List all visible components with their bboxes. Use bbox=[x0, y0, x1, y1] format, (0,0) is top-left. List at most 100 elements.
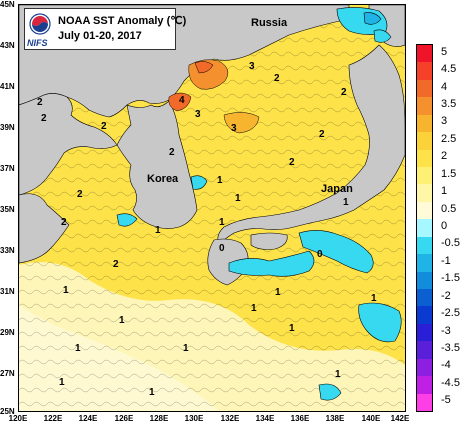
colorbar-cell bbox=[417, 341, 432, 360]
contour-label: 2 bbox=[341, 87, 347, 98]
contour-label: 4 bbox=[179, 95, 185, 106]
cold-anomaly-patch bbox=[363, 12, 382, 25]
colorbar-cell bbox=[417, 184, 432, 203]
cold-anomaly-patch bbox=[190, 175, 208, 190]
lat-tick: 27N bbox=[0, 369, 15, 378]
lon-tick: 136E bbox=[290, 414, 310, 423]
contour-label: 2 bbox=[77, 189, 83, 200]
lat-tick: 33N bbox=[0, 246, 15, 255]
lon-tick: 128E bbox=[149, 414, 169, 423]
lat-tick: 29N bbox=[0, 328, 15, 337]
colorbar-label: -1.5 bbox=[441, 272, 460, 285]
land-japan-honshu bbox=[217, 44, 405, 246]
colorbar-label: 1.5 bbox=[441, 167, 457, 180]
nifs-logo-icon bbox=[29, 13, 51, 35]
contour-label: 2 bbox=[319, 129, 325, 140]
contour-labels: 3 2 4 3 2 3 2 2 2 1 1 1 2 1 1 1 1 1 0 2 … bbox=[37, 61, 377, 398]
contour-label: 1 bbox=[289, 323, 295, 334]
colorbar-label: -0.5 bbox=[441, 237, 460, 250]
lat-tick: 25N bbox=[0, 407, 15, 416]
cold-anomaly-patch bbox=[358, 302, 402, 343]
cold-anomaly-patch bbox=[373, 29, 392, 43]
contour-label: 3 bbox=[231, 123, 237, 134]
colorbar-cell bbox=[417, 219, 432, 238]
map-title-box: NIFS NOAA SST Anomaly (℃) July 01-20, 20… bbox=[24, 8, 186, 50]
place-label-japan: Japan bbox=[321, 183, 353, 195]
contour-label: 0 bbox=[219, 243, 225, 254]
cold-anomaly-patch bbox=[298, 230, 374, 274]
lat-tick: 35N bbox=[0, 205, 15, 214]
colorbar-label: -2 bbox=[441, 289, 451, 302]
colorbar-cell bbox=[417, 358, 432, 377]
colorbar-cell bbox=[417, 97, 432, 116]
colorbar-label: -4 bbox=[441, 359, 451, 372]
colorbar-label: -3.5 bbox=[441, 342, 460, 354]
contour-label: 3 bbox=[249, 61, 255, 72]
colorbar-cell bbox=[417, 62, 432, 81]
place-label-russia: Russia bbox=[251, 17, 288, 29]
contour-label: 1 bbox=[75, 343, 81, 354]
map-date-range: July 01-20, 2017 bbox=[58, 30, 142, 42]
colorbar bbox=[416, 44, 433, 412]
colorbar-label: -4.5 bbox=[441, 376, 460, 389]
contour-label: 1 bbox=[155, 225, 161, 236]
colorbar-cell bbox=[417, 271, 432, 290]
contour-label: 1 bbox=[119, 315, 125, 326]
contour-label: 1 bbox=[343, 197, 349, 208]
lon-tick: 126E bbox=[114, 414, 134, 423]
contour-label: 1 bbox=[335, 369, 341, 380]
place-label-korea: Korea bbox=[147, 173, 179, 185]
colorbar-label: 4.5 bbox=[441, 63, 457, 76]
cold-anomaly-patch bbox=[318, 383, 342, 401]
colorbar-label: 3.5 bbox=[441, 98, 457, 110]
colorbar-label: 0.5 bbox=[441, 202, 457, 215]
contour-label: 1 bbox=[275, 287, 281, 298]
land-china-coast bbox=[19, 193, 70, 264]
colorbar-cell bbox=[417, 236, 432, 255]
colorbar-label: 0 bbox=[441, 220, 448, 232]
colorbar-cell bbox=[417, 289, 432, 307]
colorbar-cell bbox=[417, 167, 432, 185]
agency-label: NIFS bbox=[27, 38, 48, 48]
colorbar-label: -3 bbox=[441, 324, 451, 337]
lat-tick: 43N bbox=[0, 41, 15, 50]
colorbar-label: -2.5 bbox=[441, 307, 460, 320]
cold-anomaly-patch bbox=[116, 213, 138, 227]
contour-label: 2 bbox=[37, 97, 43, 108]
map-title: NOAA SST Anomaly (℃) bbox=[58, 15, 187, 27]
lon-tick: 140E bbox=[361, 414, 381, 423]
sst-anomaly-map: 3 2 4 3 2 3 2 2 2 1 1 1 2 1 1 1 1 1 0 2 … bbox=[18, 4, 406, 412]
land-shikoku bbox=[250, 232, 288, 250]
colorbar-label: 2.5 bbox=[441, 132, 457, 145]
contour-label: 2 bbox=[113, 259, 119, 270]
lat-tick: 41N bbox=[0, 82, 15, 91]
lon-tick: 120E bbox=[8, 414, 28, 423]
contour-label: 1 bbox=[63, 285, 69, 296]
lat-tick: 37N bbox=[0, 164, 15, 173]
contour-label: 1 bbox=[217, 175, 223, 186]
contour-label: 0 bbox=[317, 249, 323, 260]
colorbar-cell bbox=[417, 393, 432, 412]
contour-label: 1 bbox=[149, 387, 155, 398]
lon-tick: 124E bbox=[78, 414, 98, 423]
colorbar-label: 5 bbox=[441, 45, 448, 58]
colorbar-cell bbox=[417, 376, 432, 395]
lat-tick: 45N bbox=[0, 0, 15, 9]
lon-tick: 132E bbox=[220, 414, 240, 423]
lat-tick: 39N bbox=[0, 123, 15, 132]
colorbar-label: 3 bbox=[441, 115, 448, 128]
colorbar-label: 1 bbox=[441, 185, 448, 198]
colorbar-cell bbox=[417, 45, 432, 63]
land-china-north bbox=[19, 93, 118, 196]
colorbar-cell bbox=[417, 323, 432, 342]
colorbar-label: 4 bbox=[441, 80, 448, 93]
warm-anomaly-patch bbox=[168, 92, 192, 112]
lon-tick: 142E bbox=[390, 414, 410, 423]
colorbar-cell bbox=[417, 306, 432, 325]
lat-tick: 31N bbox=[0, 287, 15, 296]
contour-label: 1 bbox=[371, 293, 377, 304]
colorbar-cell bbox=[417, 79, 432, 98]
contour-label: 3 bbox=[195, 109, 201, 120]
contour-label: 1 bbox=[183, 343, 189, 354]
contour-label: 1 bbox=[59, 377, 65, 388]
